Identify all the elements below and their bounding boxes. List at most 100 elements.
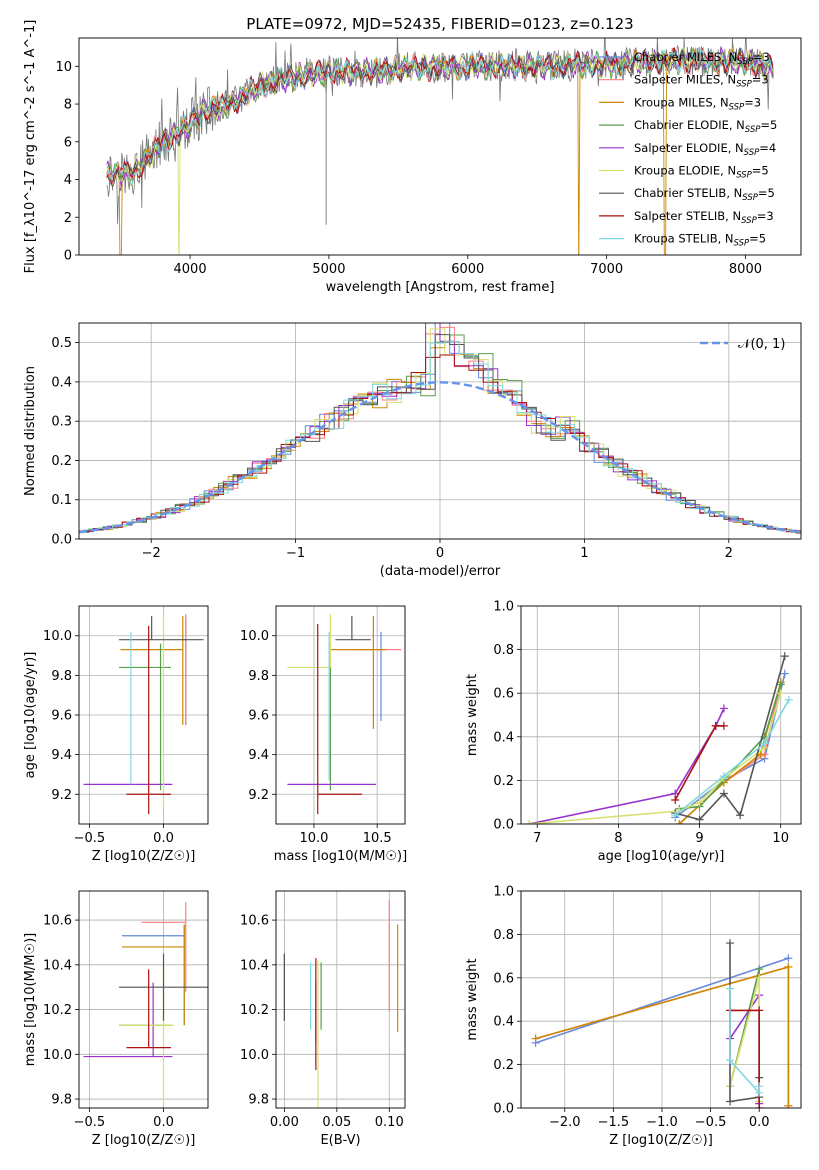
y-tick-label: 0.6 bbox=[493, 971, 514, 986]
x-axis-label: Z [log10(Z/Z☉)] bbox=[609, 1133, 713, 1148]
y-tick-label: 9.6 bbox=[248, 709, 269, 724]
plot-area bbox=[83, 613, 204, 815]
x-tick-label: 1 bbox=[580, 546, 588, 561]
plot-area bbox=[106, 38, 774, 255]
weight-marker-kroupa-miles bbox=[531, 1034, 540, 1043]
y-tick-label: 4 bbox=[64, 173, 72, 188]
weight-marker-kroupa-elodie bbox=[776, 689, 785, 698]
legend-label-salpeter-elodie: Salpeter ELODIE, NSSP=4 bbox=[634, 141, 776, 158]
x-tick-label: 0.0 bbox=[153, 831, 174, 846]
x-axis-label: Z [log10(Z/Z☉)] bbox=[92, 1133, 196, 1148]
gaussian-curve bbox=[79, 381, 801, 534]
y-tick-label: 0.2 bbox=[493, 1058, 514, 1073]
weight-marker-salpeter-elodie bbox=[719, 704, 728, 713]
y-tick-label: 0.4 bbox=[51, 375, 72, 390]
panel-residuals: −2 −1 0 1 2 0.0 0.1 0.2 0.3 0.4 0.5 (data-model)/er… bbox=[23, 322, 802, 579]
legend-label-gauss: 𝒩(0, 1) bbox=[738, 337, 785, 352]
y-tick-label: 9.8 bbox=[51, 1093, 72, 1108]
y-tick-label: 10.4 bbox=[240, 958, 269, 973]
x-tick-label: 6000 bbox=[451, 262, 484, 277]
x-tick-label: −0.5 bbox=[695, 1115, 727, 1130]
x-tick-label: 2 bbox=[725, 546, 733, 561]
weight-marker-chabrier-stelib bbox=[736, 811, 745, 820]
axes-frame bbox=[520, 890, 802, 1109]
y-axis-label: mass [log10(M/M☉)] bbox=[23, 933, 38, 1066]
x-tick-label: −0.5 bbox=[74, 831, 106, 846]
y-tick-label: 0.4 bbox=[493, 1015, 514, 1030]
y-tick-label: 10.0 bbox=[43, 629, 72, 644]
hist-kroupa-stelib bbox=[79, 341, 801, 533]
y-tick-label: 8 bbox=[64, 98, 72, 113]
x-tick-label: 7 bbox=[533, 831, 541, 846]
axes-frame bbox=[78, 322, 802, 540]
weight-marker-kroupa-miles bbox=[784, 1101, 793, 1108]
legend-label-kroupa-stelib: Kroupa STELIB, NSSP=5 bbox=[634, 232, 766, 249]
y-tick-label: 9.8 bbox=[248, 1093, 269, 1108]
x-tick-label: 9 bbox=[695, 831, 703, 846]
weight-marker-kroupa-miles bbox=[784, 962, 793, 971]
weight-marker-kroupa-miles bbox=[675, 820, 684, 824]
y-tick-label: 9.4 bbox=[51, 748, 72, 763]
y-tick-label: 9.6 bbox=[51, 709, 72, 724]
x-tick-label: 0.0 bbox=[749, 1115, 770, 1130]
axes-frame bbox=[275, 605, 406, 825]
y-tick-label: 9.2 bbox=[248, 788, 269, 803]
plot-area bbox=[525, 652, 793, 824]
y-tick-label: 10.0 bbox=[240, 629, 269, 644]
y-tick-label: 0.0 bbox=[493, 818, 514, 833]
weight-marker-kroupa-elodie bbox=[755, 973, 764, 982]
legend: 𝒩(0, 1) bbox=[700, 337, 785, 352]
panel-mass-vs-Z: −0.5 0.0 9.8 10.0 10.2 10.4 10.6 Z [log10(Z/Z☉)… bbox=[23, 890, 209, 1148]
panel-spectrum: 4000 5000 6000 7000 8000 0 2 4 6 8 10 wavelength [A… bbox=[23, 20, 802, 295]
y-tick-label: 9.2 bbox=[51, 788, 72, 803]
x-tick-label: 0.05 bbox=[322, 1115, 351, 1130]
plot-area bbox=[287, 613, 402, 815]
y-tick-label: 1.0 bbox=[493, 885, 514, 900]
y-tick-label: 2 bbox=[64, 211, 72, 226]
x-tick-label: −2.0 bbox=[549, 1115, 581, 1130]
hist-salpeter-stelib bbox=[79, 354, 801, 534]
y-tick-label: 0.5 bbox=[51, 336, 72, 351]
weight-marker-salpeter-stelib bbox=[755, 1104, 764, 1108]
x-tick-label: 8 bbox=[614, 831, 622, 846]
y-tick-label: 9.8 bbox=[51, 669, 72, 684]
x-axis-label: Z [log10(Z/Z☉)] bbox=[92, 849, 196, 864]
y-tick-label: 0.3 bbox=[51, 415, 72, 430]
panel-weight-vs-age: 7 8 9 10 0.0 0.2 0.4 0.6 0.8 1.0 age [log10(age/yr… bbox=[465, 600, 802, 864]
y-axis-label: Normed distribution bbox=[23, 366, 38, 496]
weight-marker-salpeter-stelib bbox=[719, 721, 728, 730]
x-tick-label: 7000 bbox=[590, 262, 623, 277]
weight-marker-kroupa-stelib bbox=[784, 695, 793, 704]
y-tick-label: 1.0 bbox=[493, 600, 514, 615]
y-tick-label: 0.8 bbox=[493, 928, 514, 943]
figure-title: PLATE=0972, MJD=52435, FIBERID=0123, z=0… bbox=[246, 15, 633, 33]
weight-marker-chabrier-stelib bbox=[780, 652, 789, 661]
legend-label-chabrier-miles: Chabrier MILES, NSSP=3 bbox=[634, 50, 770, 67]
y-tick-label: 10.2 bbox=[240, 1003, 269, 1018]
y-tick-label: 10.2 bbox=[43, 1003, 72, 1018]
y-tick-label: 10.0 bbox=[240, 1048, 269, 1063]
spectrum-model-salpeter-elodie bbox=[106, 45, 774, 188]
x-tick-label: 0 bbox=[436, 546, 444, 561]
weight-line-salpeter-elodie bbox=[528, 708, 725, 824]
x-tick-label: 0.10 bbox=[375, 1115, 404, 1130]
x-tick-label: 8000 bbox=[729, 262, 762, 277]
y-tick-label: 9.4 bbox=[248, 748, 269, 763]
x-tick-label: −0.5 bbox=[74, 1115, 106, 1130]
x-axis-label: wavelength [Angstrom, rest frame] bbox=[326, 280, 555, 295]
x-tick-label: 0.0 bbox=[153, 1115, 174, 1130]
y-tick-label: 10.6 bbox=[43, 914, 72, 929]
legend-label-chabrier-stelib: Chabrier STELIB, NSSP=5 bbox=[634, 186, 775, 203]
weight-marker-kroupa-elodie bbox=[525, 820, 534, 824]
y-axis-label: Flux [f_λ10^-17 erg cm^-2 s^-1 A^-1] bbox=[23, 20, 38, 274]
plot-area bbox=[79, 323, 801, 534]
legend-label-kroupa-miles: Kroupa MILES, NSSP=3 bbox=[634, 95, 761, 112]
y-tick-label: 10 bbox=[55, 60, 72, 75]
panel-weight-vs-Z: −2.0 −1.5 −1.0 −0.5 0.0 0.0 0.2 0.4 0.6 0.8 1.0 Z [… bbox=[465, 885, 802, 1148]
y-tick-label: 9.8 bbox=[248, 669, 269, 684]
legend-label-salpeter-miles: Salpeter MILES, NSSP=3 bbox=[634, 73, 769, 90]
weight-marker-kroupa-stelib bbox=[719, 772, 728, 781]
weight-line-kroupa-stelib bbox=[674, 699, 790, 816]
weight-marker-kroupa-elodie bbox=[695, 798, 704, 807]
